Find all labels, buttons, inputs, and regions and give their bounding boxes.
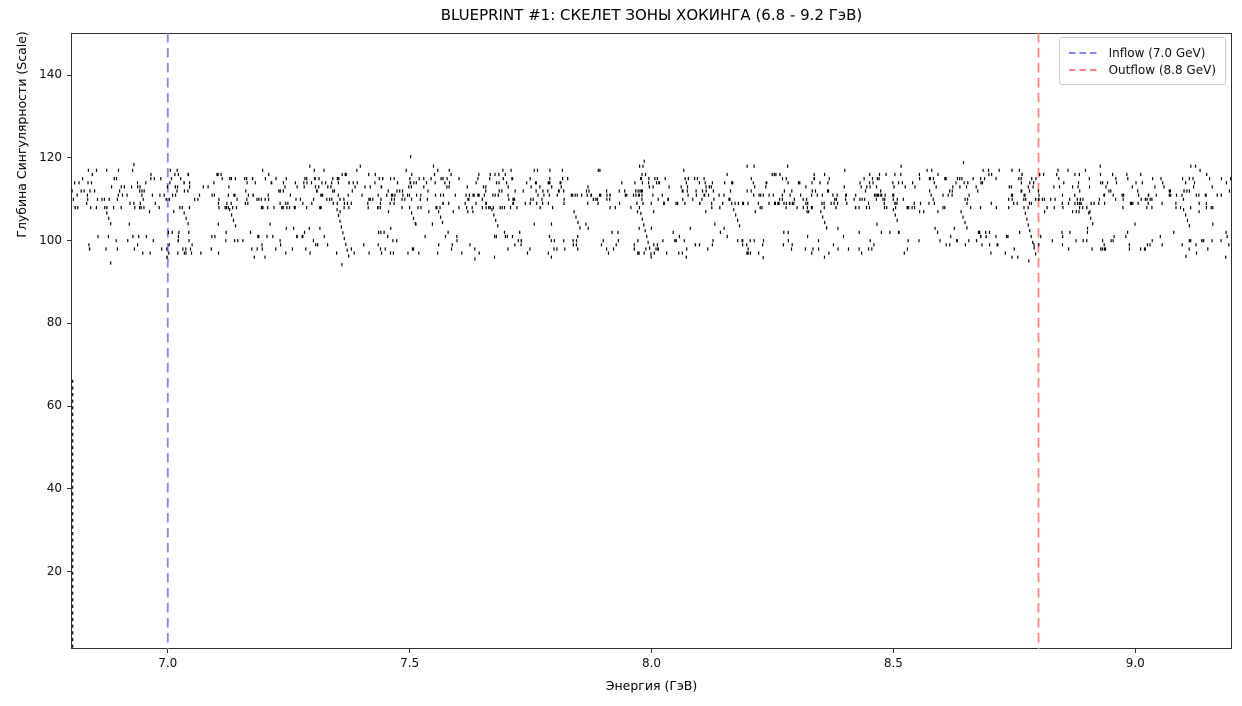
x-tick-label: 8.0 [641,656,662,670]
y-tick-mark [67,322,71,324]
x-tick-label: 7.5 [400,656,420,670]
legend-label-inflow: Inflow (7.0 GeV) [1108,45,1206,60]
x-tick-label: 9.0 [1125,656,1145,670]
y-tick-mark [67,240,71,242]
y-tick-mark [67,157,71,159]
x-tick-mark [1134,649,1136,653]
y-tick-label: 140 [39,67,62,82]
scatter-points [71,33,1232,649]
inflow-line-sample [1068,51,1100,54]
y-tick-label: 40 [46,480,62,495]
legend-entry-inflow: Inflow (7.0 GeV) [1068,44,1216,61]
y-axis-label-text: Глубина Сингулярности (Scale) [14,31,29,238]
legend: Inflow (7.0 GeV) Outflow (8.8 GeV) [1058,37,1226,85]
x-tick-label: 8.5 [883,656,903,670]
x-tick-mark [651,649,652,653]
x-tick-label: 7.0 [158,656,178,670]
x-tick-mark [167,649,169,653]
x-tick-mark [892,649,894,653]
y-tick-label: 80 [46,315,62,330]
y-tick-label: 20 [46,563,62,578]
legend-entry-outflow: Outflow (8.8 GeV) [1068,61,1216,78]
x-axis-label: Энергия (ГэВ) [605,678,698,693]
y-tick-mark [67,488,71,490]
y-tick-label: 60 [46,398,62,413]
y-tick-label: 120 [39,149,62,164]
legend-label-outflow: Outflow (8.8 GeV) [1108,62,1216,77]
y-tick-mark [67,405,71,407]
y-tick-mark [67,74,71,76]
x-tick-mark [409,649,411,653]
outflow-line-sample [1068,68,1100,71]
y-tick-label: 100 [39,232,62,247]
chart-title: BLUEPRINT #1: СКЕЛЕТ ЗОНЫ ХОКИНГА (6.8 -… [440,6,863,24]
y-tick-mark [67,571,71,573]
scatter-markers-path [71,155,1232,648]
